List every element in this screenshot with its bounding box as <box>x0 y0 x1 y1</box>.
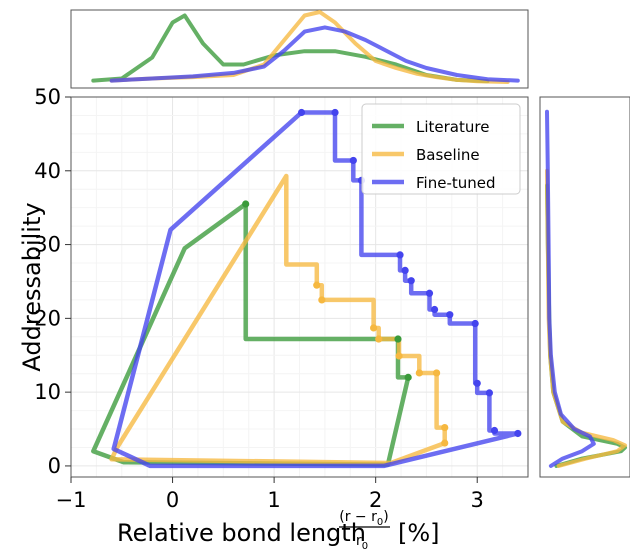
series-marker-literature <box>242 200 250 208</box>
y-tick-label: 20 <box>34 306 61 330</box>
y-tick-label: 50 <box>34 85 61 109</box>
x-axis-label-text: Relative bond length <box>117 519 366 547</box>
series-marker-baseline <box>433 369 441 377</box>
series-marker-fine-tuned <box>490 426 499 435</box>
x-axis-label-unit: [%] <box>398 519 440 547</box>
series-marker-fine-tuned <box>514 429 522 438</box>
right-marginal-frame <box>539 96 630 478</box>
series-marker-fine-tuned <box>396 251 404 259</box>
x-axis-label: Relative bond length (r − r0) r0 [%] <box>117 509 440 552</box>
fraction-denominator: r0 <box>356 533 368 552</box>
series-marker-baseline <box>318 296 326 304</box>
legend-label-baseline: Baseline <box>416 146 480 164</box>
series-marker-baseline <box>395 352 403 360</box>
series-marker-fine-tuned <box>446 311 454 319</box>
legend-label-literature: Literature <box>416 118 489 136</box>
x-tick-label: 0 <box>166 488 179 512</box>
series-marker-fine-tuned <box>471 319 479 328</box>
right-density-fine-tuned <box>545 109 596 468</box>
series-marker-literature <box>394 335 402 343</box>
top-marginal-density-curves <box>91 10 520 84</box>
x-tick-label: 2 <box>369 488 382 512</box>
y-tick-label: 0 <box>48 454 61 478</box>
y-tick-label: 40 <box>34 159 61 183</box>
series-marker-baseline <box>313 281 321 289</box>
top-marginal-panel <box>70 9 529 89</box>
legend: Literature Baseline Fine-tuned <box>361 103 521 195</box>
x-axis-ticks: −1 0 1 2 3 <box>56 477 484 512</box>
x-tick-label: −1 <box>56 488 87 512</box>
y-tick-label: 10 <box>34 380 61 404</box>
series-marker-fine-tuned <box>430 305 439 314</box>
y-axis-ticks: 0 10 20 30 40 50 <box>34 85 71 478</box>
y-axis-label: Addressability <box>18 202 46 371</box>
series-marker-baseline <box>370 324 378 332</box>
right-marginal-density-curves <box>545 109 627 468</box>
series-marker-baseline <box>441 423 449 432</box>
right-marginal-panel <box>539 96 630 478</box>
main-plot-frame <box>70 96 529 478</box>
series-marker-fine-tuned <box>331 108 339 117</box>
series-marker-baseline <box>441 439 449 447</box>
series-marker-baseline <box>375 335 383 343</box>
series-marker-fine-tuned <box>297 108 306 117</box>
fraction-numerator: (r − r0) <box>339 509 388 528</box>
series-marker-fine-tuned <box>407 277 415 285</box>
series-marker-literature <box>404 373 412 381</box>
series-marker-fine-tuned <box>425 289 434 297</box>
top-density-literature <box>91 13 490 84</box>
series-marker-fine-tuned <box>401 266 409 274</box>
x-tick-label: 3 <box>471 488 484 512</box>
x-tick-label: 1 <box>267 488 280 512</box>
series-marker-fine-tuned <box>485 389 494 397</box>
series-marker-baseline <box>415 369 423 377</box>
legend-label-fine-tuned: Fine-tuned <box>416 174 496 192</box>
top-density-fine-tuned <box>109 25 520 83</box>
series-marker-fine-tuned <box>349 156 357 165</box>
series-line-baseline <box>109 173 447 466</box>
x-axis-label-fraction: (r − r0) r0 <box>339 509 390 552</box>
series-marker-fine-tuned <box>473 379 481 387</box>
series-markers <box>242 108 522 447</box>
y-tick-label: 30 <box>34 233 61 257</box>
